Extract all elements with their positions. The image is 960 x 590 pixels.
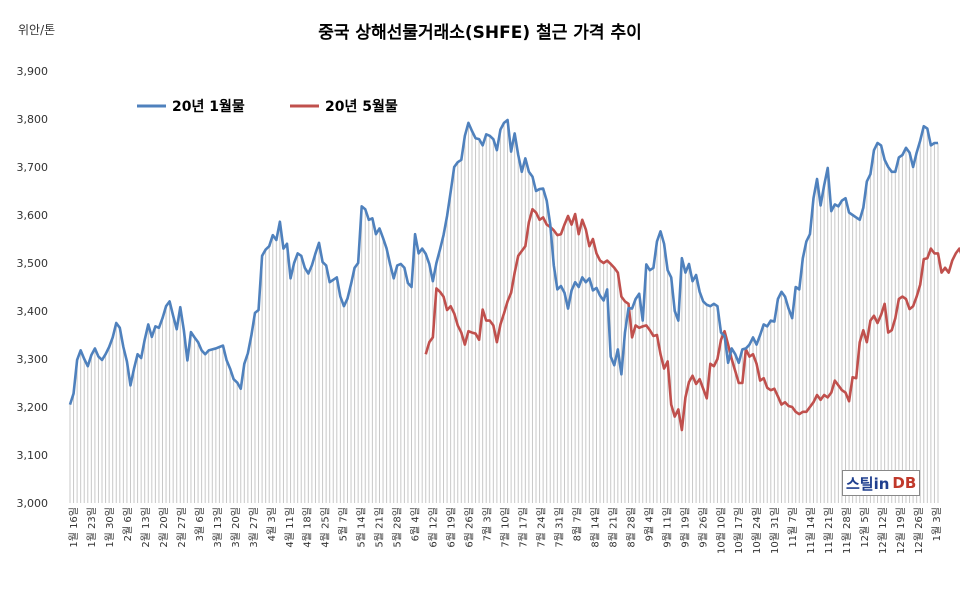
- x-tick-label: 5월 7일: [338, 507, 350, 541]
- x-tick-label: 10월 24일: [751, 507, 763, 554]
- x-tick-label: 4월 3일: [266, 507, 278, 541]
- x-tick-label: 1월 30일: [104, 507, 116, 548]
- x-tick-label: 8월 14일: [589, 507, 601, 548]
- y-tick-label: 3,000: [17, 497, 49, 510]
- legend-label-may-contract: 20년 5월물: [325, 98, 398, 115]
- x-tick-label: 12월 19일: [895, 507, 907, 554]
- x-tick-label: 3월 27일: [248, 507, 260, 548]
- x-tick-label: 6월 12일: [428, 507, 440, 548]
- x-tick-label: 7월 24일: [535, 507, 547, 548]
- x-tick-label: 4월 11일: [284, 507, 296, 548]
- y-tick-label: 3,900: [17, 65, 49, 78]
- x-tick-label: 8월 7일: [571, 507, 583, 541]
- x-tick-label: 7월 17일: [517, 507, 529, 548]
- x-tick-label: 8월 21일: [607, 507, 619, 548]
- x-tick-label: 2월 20일: [158, 507, 170, 548]
- y-tick-label: 3,400: [17, 305, 49, 318]
- y-tick-label: 3,500: [17, 257, 49, 270]
- chart-title: 중국 상해선물거래소(SHFE) 철근 가격 추이: [318, 23, 642, 43]
- x-tick-label: 10월 17일: [733, 507, 745, 554]
- x-tick-label: 3월 13일: [212, 507, 224, 548]
- y-axis-label: 위안/톤: [18, 23, 55, 37]
- x-tick-label: 5월 14일: [356, 507, 368, 548]
- series-line-jan-contract: [68, 118, 938, 405]
- x-tick-label: 7월 3일: [482, 507, 494, 541]
- x-tick-label: 3월 6일: [194, 507, 206, 541]
- x-tick-label: 7월 31일: [553, 507, 565, 548]
- logo-text-steelin: 스틸in: [846, 474, 890, 493]
- x-tick-label: 5월 28일: [392, 507, 404, 548]
- x-tick-label: 12월 26일: [913, 507, 925, 554]
- x-tick-label: 2월 13일: [140, 507, 152, 548]
- x-tick-label: 5월 21일: [374, 507, 386, 548]
- logo-text-db: DB: [892, 474, 917, 492]
- steelin-db-logo: 스틸in DB: [842, 470, 921, 496]
- x-tick-label: 4월 25일: [320, 507, 332, 548]
- x-tick-label: 1월 23일: [86, 507, 98, 548]
- y-axis: 3,000 3,100 3,200 3,300 3,400 3,500 3,600 3,700…: [17, 65, 49, 510]
- x-tick-label: 6월 26일: [464, 507, 476, 548]
- y-tick-label: 3,100: [17, 449, 49, 462]
- x-axis: 1월 16일 1월 23일 1월 30일 2월 6일 2월 13일 2월 20일 2월 27…: [68, 507, 943, 554]
- y-tick-label: 3,300: [17, 353, 49, 366]
- x-tick-label: 6월 4일: [410, 507, 422, 541]
- series-line-may-contract: [424, 207, 960, 432]
- x-tick-label: 1월 3일: [931, 507, 943, 541]
- y-tick-label: 3,800: [17, 113, 49, 126]
- y-tick-label: 3,700: [17, 161, 49, 174]
- x-tick-label: 11월 21일: [823, 507, 835, 554]
- legend: 20년 1월물 20년 5월물: [137, 98, 398, 115]
- y-tick-label: 3,600: [17, 209, 49, 222]
- x-tick-label: 11월 14일: [805, 507, 817, 554]
- x-tick-label: 7월 10일: [500, 507, 512, 548]
- x-tick-label: 11월 28일: [841, 507, 853, 554]
- x-tick-label: 12월 12일: [877, 507, 889, 554]
- x-tick-label: 1월 16일: [68, 507, 80, 548]
- x-tick-label: 12월 5일: [859, 507, 871, 548]
- x-tick-label: 10월 31일: [769, 507, 781, 554]
- y-tick-label: 3,200: [17, 401, 49, 414]
- legend-label-jan-contract: 20년 1월물: [172, 98, 245, 115]
- x-tick-label: 11월 7일: [787, 507, 799, 548]
- x-tick-label: 4월 18일: [302, 507, 314, 548]
- x-tick-label: 9월 11일: [661, 507, 673, 548]
- x-tick-label: 9월 4일: [643, 507, 655, 541]
- x-tick-label: 9월 19일: [679, 507, 691, 548]
- x-tick-label: 8월 28일: [625, 507, 637, 548]
- x-tick-label: 2월 27일: [176, 507, 188, 548]
- x-tick-label: 2월 6일: [122, 507, 134, 541]
- x-tick-label: 6월 19일: [446, 507, 458, 548]
- x-tick-label: 10월 10일: [715, 507, 727, 554]
- x-tick-label: 9월 26일: [697, 507, 709, 548]
- x-tick-label: 3월 20일: [230, 507, 242, 548]
